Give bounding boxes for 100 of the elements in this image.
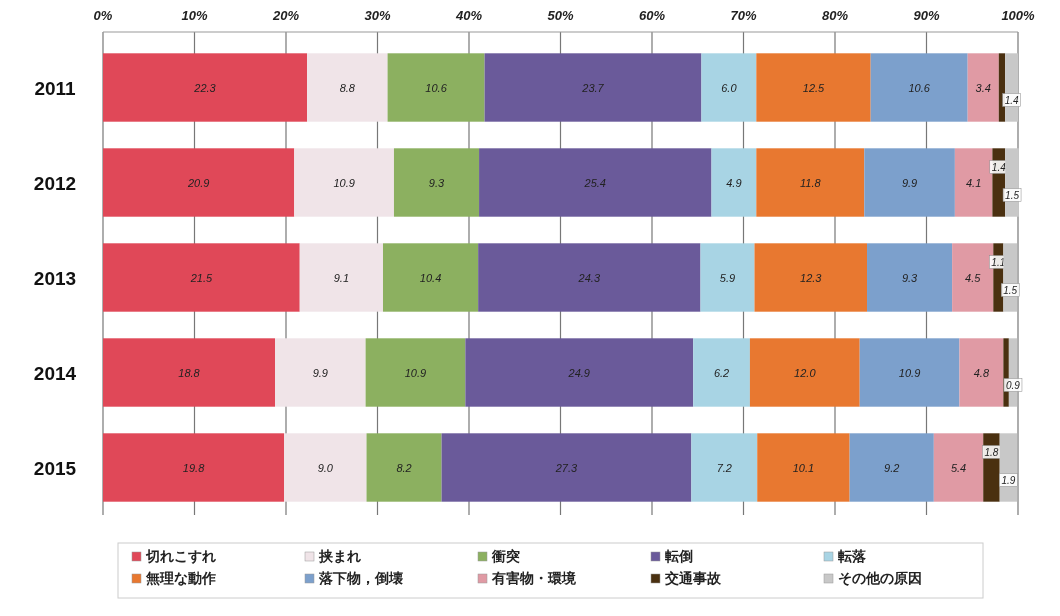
bar xyxy=(284,433,367,502)
bar xyxy=(275,338,366,407)
bar xyxy=(387,53,485,122)
bar xyxy=(754,243,868,312)
bar xyxy=(479,148,712,217)
data-label: 9.3 xyxy=(428,176,446,189)
data-label: 19.8 xyxy=(182,461,206,474)
data-label: 3.4 xyxy=(975,81,991,94)
bar xyxy=(441,433,692,502)
x-tick-label: 60% xyxy=(638,8,666,23)
bar xyxy=(864,148,955,217)
x-tick-label: 10% xyxy=(181,8,208,23)
bar xyxy=(756,148,865,217)
data-label: 10.9 xyxy=(404,366,427,379)
bar xyxy=(103,243,300,312)
data-label: 7.2 xyxy=(716,461,732,474)
legend-label: 無理な動作 xyxy=(145,570,216,586)
y-tick-label: 2012 xyxy=(33,172,77,194)
x-tick-label: 0% xyxy=(93,8,113,23)
bar xyxy=(103,433,285,502)
data-label: 10.6 xyxy=(425,81,448,94)
data-label: 22.3 xyxy=(193,81,217,94)
data-label: 20.9 xyxy=(186,176,210,189)
data-label: 4.8 xyxy=(973,366,990,379)
bar xyxy=(756,53,871,122)
bar xyxy=(366,433,442,502)
bar xyxy=(749,338,860,407)
data-label: 5.9 xyxy=(719,271,736,284)
data-label: 10.9 xyxy=(898,366,921,379)
data-label: 6.0 xyxy=(721,81,738,94)
data-label: 4.5 xyxy=(965,271,982,284)
data-label: 4.1 xyxy=(965,176,982,189)
data-label: 9.9 xyxy=(901,176,918,189)
x-tick-label: 20% xyxy=(271,8,300,23)
bar xyxy=(294,148,394,217)
bar xyxy=(933,433,984,502)
bar xyxy=(701,53,757,122)
bar xyxy=(393,148,480,217)
x-tick-label: 40% xyxy=(454,8,483,23)
data-label: 1.5 xyxy=(1005,189,1020,201)
data-label: 5.4 xyxy=(950,461,967,474)
bar xyxy=(757,433,850,502)
bar xyxy=(103,338,276,407)
bar xyxy=(299,243,383,312)
data-label: 9.1 xyxy=(333,271,350,284)
bar xyxy=(967,53,999,122)
bar xyxy=(484,53,702,122)
bar xyxy=(711,148,757,217)
data-label: 9.2 xyxy=(884,461,900,474)
data-label: 1.4 xyxy=(991,161,1007,173)
legend-label: 衝突 xyxy=(491,548,520,564)
data-label: 1.1 xyxy=(991,256,1006,268)
legend-label: 有害物・環境 xyxy=(491,570,577,586)
x-tick-label: 90% xyxy=(913,8,940,23)
bar xyxy=(870,53,968,122)
bar xyxy=(691,433,758,502)
data-label: 24.9 xyxy=(567,366,590,379)
data-label: 12.3 xyxy=(800,271,823,284)
data-label: 10.9 xyxy=(333,176,355,189)
bar xyxy=(849,433,934,502)
bar xyxy=(307,53,388,122)
data-label: 12.0 xyxy=(794,366,817,379)
bar xyxy=(103,53,308,122)
data-label: 1.4 xyxy=(1004,94,1019,106)
data-label: 4.9 xyxy=(726,176,742,189)
legend-label: 挟まれ xyxy=(318,548,361,564)
legend-label: その他の原因 xyxy=(838,570,922,586)
x-tick-label: 70% xyxy=(730,8,757,23)
data-label: 1.8 xyxy=(984,446,999,458)
data-label: 21.5 xyxy=(189,271,213,284)
bar xyxy=(478,243,701,312)
x-tick-label: 30% xyxy=(364,8,391,23)
legend-label: 転落 xyxy=(837,548,867,564)
data-label: 1.9 xyxy=(1001,474,1016,486)
legend-label: 交通事故 xyxy=(664,570,722,586)
bar xyxy=(693,338,750,407)
legend-label: 落下物，倒壊 xyxy=(318,570,403,586)
data-label: 10.6 xyxy=(908,81,931,94)
bar xyxy=(365,338,466,407)
legend-label: 切れこすれ xyxy=(145,548,216,564)
data-label: 6.2 xyxy=(713,366,730,379)
data-label: 12.5 xyxy=(802,81,826,94)
y-tick-label: 2011 xyxy=(34,77,77,99)
bar xyxy=(959,338,1004,407)
data-label: 25.4 xyxy=(583,176,606,189)
y-tick-label: 2015 xyxy=(33,457,77,479)
data-label: 8.8 xyxy=(339,81,356,94)
bar xyxy=(465,338,694,407)
bar xyxy=(700,243,755,312)
bar xyxy=(954,148,993,217)
bar xyxy=(382,243,479,312)
bar xyxy=(103,148,295,217)
y-tick-label: 2014 xyxy=(33,362,77,384)
data-label: 9.9 xyxy=(312,366,328,379)
bar xyxy=(859,338,960,407)
data-label: 9.0 xyxy=(317,461,334,474)
y-tick-label: 2013 xyxy=(33,267,77,289)
data-label: 24.3 xyxy=(577,271,601,284)
data-label: 27.3 xyxy=(554,461,579,474)
data-label: 23.7 xyxy=(581,81,605,94)
